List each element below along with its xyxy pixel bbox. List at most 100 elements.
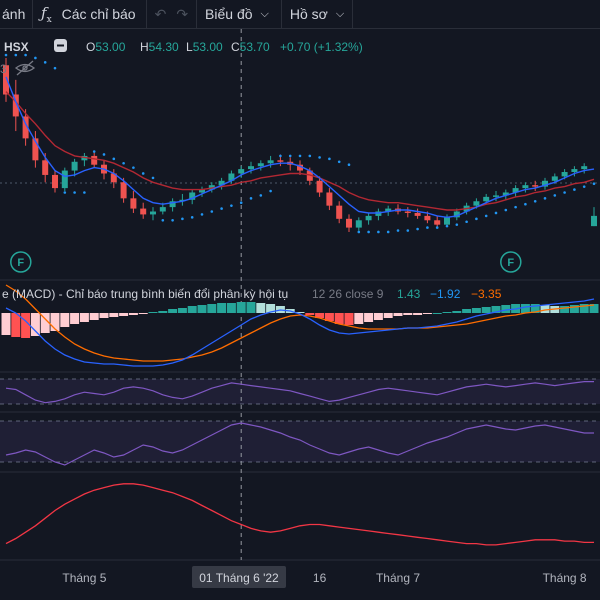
macd-histogram-bar bbox=[40, 313, 50, 333]
candle bbox=[542, 177, 548, 190]
macd-histogram-bar bbox=[442, 312, 452, 313]
sar-point bbox=[73, 191, 76, 194]
macd-histogram-bar bbox=[520, 304, 530, 313]
f-marker-circle bbox=[10, 251, 32, 273]
chevron-down-icon: ⌵ bbox=[335, 7, 345, 20]
candle-body bbox=[473, 201, 480, 206]
sar-point bbox=[122, 161, 125, 165]
macd-histogram-bar bbox=[256, 303, 266, 313]
macd-histogram-bar bbox=[89, 313, 99, 320]
macd-histogram-bar bbox=[344, 313, 354, 325]
sar-point bbox=[190, 216, 194, 219]
candle bbox=[326, 188, 333, 211]
sar-point bbox=[200, 213, 204, 216]
candle bbox=[365, 212, 372, 225]
candle-body bbox=[61, 170, 68, 189]
candle-body bbox=[532, 185, 539, 187]
legend-collapse-button[interactable] bbox=[54, 39, 67, 52]
candle-body bbox=[238, 169, 245, 174]
candle bbox=[140, 202, 147, 219]
candle-body bbox=[502, 192, 509, 196]
macd-histogram-bar bbox=[207, 304, 217, 313]
sar-point bbox=[249, 197, 253, 200]
macd-histogram-bar bbox=[501, 305, 511, 313]
candle bbox=[12, 79, 19, 132]
macd-histogram-bar bbox=[168, 309, 178, 313]
sar-point bbox=[288, 154, 292, 158]
f-marker-label: F bbox=[507, 257, 514, 269]
macd-histogram-bar bbox=[530, 304, 540, 313]
candle-body bbox=[12, 94, 19, 117]
candle-body bbox=[189, 192, 196, 200]
candle bbox=[120, 177, 127, 203]
macd-value-1: 1.43 bbox=[397, 287, 421, 301]
candle bbox=[434, 215, 441, 228]
candle-body bbox=[150, 211, 156, 215]
legend-high-key: H bbox=[140, 40, 149, 54]
chart-menu-button[interactable]: Biểu đồ ⌵ bbox=[197, 0, 281, 28]
sar-point bbox=[53, 66, 57, 70]
sar-point bbox=[210, 210, 214, 213]
macd-histogram-bar bbox=[471, 308, 481, 313]
top-toolbar: ánh ƒx Các chỉ báo ↶ ↷ Biểu đồ ⌵ Hồ sơ ⌵ bbox=[0, 0, 600, 29]
candle bbox=[257, 160, 264, 171]
sar-point bbox=[259, 194, 263, 197]
sar-point bbox=[83, 191, 86, 194]
sar-point bbox=[377, 230, 380, 234]
candle-body bbox=[306, 170, 313, 181]
sar-point bbox=[14, 53, 18, 57]
macd-histogram-bar bbox=[491, 306, 501, 313]
sar-point bbox=[132, 166, 135, 169]
candle-body bbox=[326, 192, 333, 206]
sar-point bbox=[455, 223, 459, 226]
profile-menu-label: Hồ sơ bbox=[289, 6, 328, 22]
candle-body bbox=[414, 212, 421, 216]
time-axis: Tháng 5 16 Tháng 7 Tháng 8 bbox=[62, 571, 587, 585]
sar-point bbox=[426, 226, 429, 229]
macd-histogram-bar bbox=[540, 305, 550, 313]
sar-point bbox=[553, 194, 557, 197]
sar-point bbox=[63, 191, 67, 194]
sar-point bbox=[514, 205, 517, 209]
macd-histogram-bar bbox=[413, 313, 423, 315]
candle-body bbox=[551, 176, 558, 181]
candle bbox=[110, 169, 117, 189]
candle bbox=[179, 193, 186, 206]
macd-histogram-bar bbox=[364, 313, 374, 322]
candle-body bbox=[297, 164, 303, 171]
macd-histogram-bar bbox=[197, 305, 207, 313]
f-marker[interactable]: F bbox=[500, 251, 522, 273]
oscillator-layer bbox=[5, 381, 594, 546]
indicators-button[interactable]: ƒx Các chỉ báo bbox=[33, 0, 146, 28]
macd-histogram-bar bbox=[354, 313, 364, 324]
macd-histogram-bar bbox=[21, 313, 31, 338]
macd-histogram-bar bbox=[99, 313, 109, 318]
f-marker[interactable]: F bbox=[10, 251, 32, 273]
candle-body bbox=[424, 215, 431, 221]
macd-histogram-bar bbox=[589, 304, 599, 313]
sar-point bbox=[239, 201, 243, 205]
undo-button[interactable]: ↶ bbox=[147, 0, 175, 28]
sar-point bbox=[269, 189, 272, 193]
candle bbox=[32, 131, 39, 168]
sar-point bbox=[416, 227, 419, 231]
toolbar-divider bbox=[352, 0, 354, 28]
hide-eye-icon[interactable] bbox=[14, 60, 36, 76]
redo-button[interactable]: ↷ bbox=[174, 0, 196, 28]
sar-point bbox=[386, 230, 390, 234]
macd-histogram-bar bbox=[452, 311, 462, 313]
profile-menu-button[interactable]: Hồ sơ ⌵ bbox=[282, 0, 352, 28]
osc-band-fill bbox=[0, 379, 600, 404]
macd-histogram-bar bbox=[158, 311, 168, 313]
f-marker-circle bbox=[500, 251, 522, 273]
macd-histogram-bar bbox=[236, 302, 246, 313]
candle bbox=[493, 191, 499, 202]
candle bbox=[91, 151, 98, 168]
oscillator-2-line bbox=[5, 422, 594, 466]
toolbar-left-item[interactable]: ánh bbox=[0, 0, 30, 28]
candle bbox=[355, 217, 362, 231]
candle-body bbox=[91, 155, 98, 165]
